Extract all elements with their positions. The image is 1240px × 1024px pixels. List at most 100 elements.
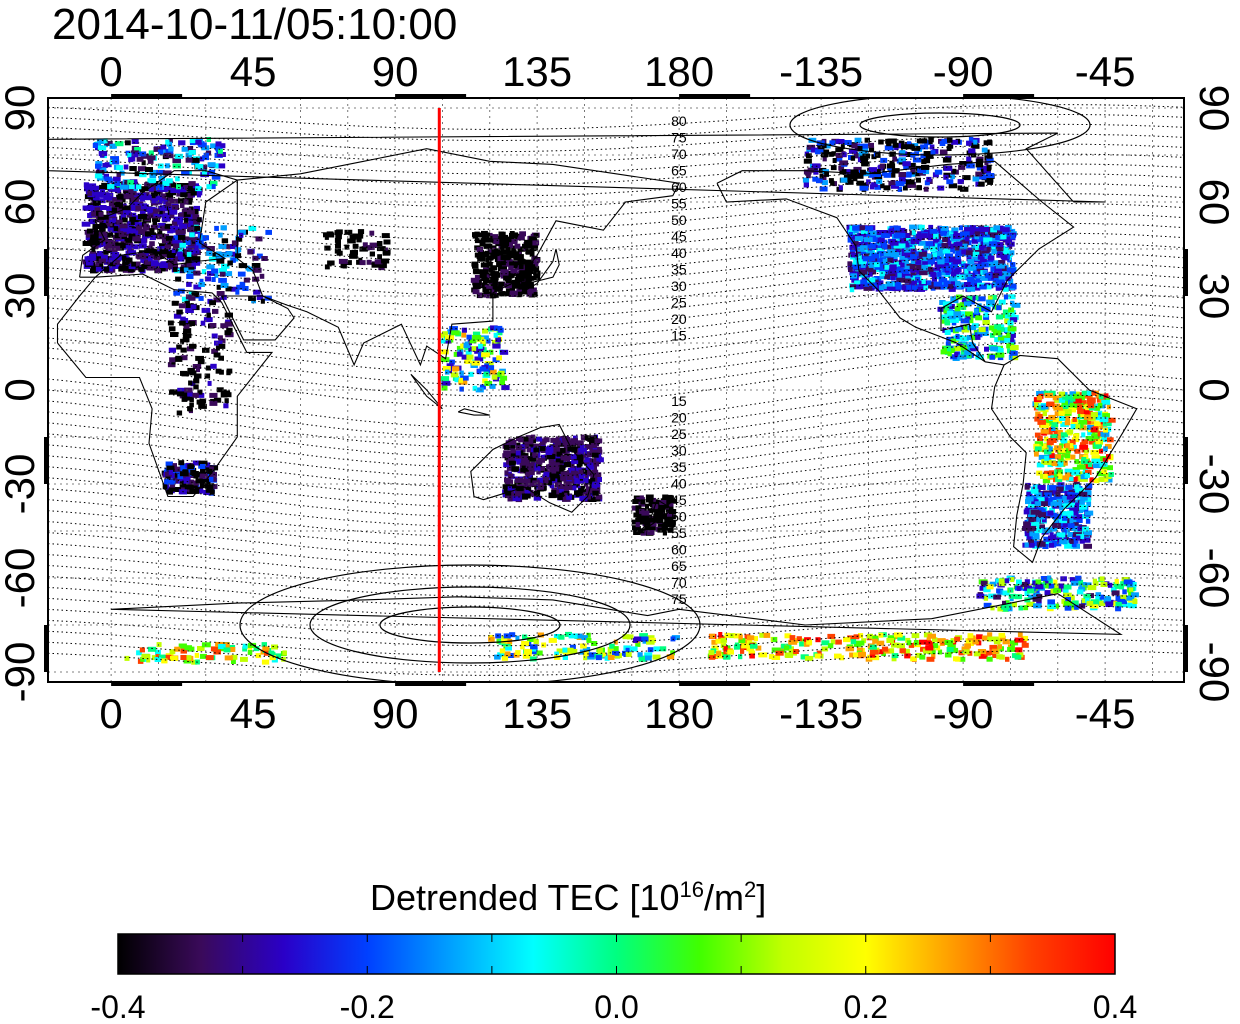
- tec-cell: [1011, 302, 1021, 308]
- tec-cell: [472, 289, 480, 295]
- tec-cell: [527, 465, 535, 471]
- tec-cell: [494, 286, 500, 292]
- tec-cell: [935, 264, 940, 270]
- tec-cell: [1102, 457, 1109, 463]
- tec-cell: [857, 259, 867, 265]
- tec-cell: [180, 655, 187, 660]
- tec-cell: [1049, 496, 1055, 502]
- tec-cell: [159, 263, 168, 268]
- tec-cell: [1002, 309, 1009, 315]
- tec-cell: [941, 314, 947, 320]
- tec-cell: [738, 638, 746, 644]
- tec-cell: [884, 264, 891, 270]
- tec-cell: [1067, 502, 1077, 508]
- tec-cell: [950, 338, 957, 344]
- tec-cell: [842, 152, 847, 158]
- tec-cell: [216, 387, 224, 393]
- tec-cell: [919, 639, 927, 645]
- tec-cell: [521, 259, 526, 265]
- tec-cell: [197, 389, 203, 395]
- tec-cell: [796, 636, 802, 642]
- tec-cell: [835, 639, 842, 645]
- tec-cell: [149, 173, 157, 178]
- tec-cell: [1087, 430, 1093, 436]
- tec-cell: [806, 639, 813, 645]
- tec-cell: [170, 198, 179, 204]
- tec-cell: [255, 236, 263, 242]
- tec-cell: [986, 299, 995, 305]
- tec-cell: [550, 447, 559, 453]
- tec-cell: [526, 637, 536, 642]
- tec-cell: [953, 233, 961, 239]
- tec-cell: [644, 652, 653, 658]
- tec-cell: [1064, 468, 1073, 474]
- tec-cell: [934, 284, 941, 290]
- tec-cell: [1059, 416, 1066, 421]
- tec-cell: [223, 647, 231, 653]
- tec-cell: [522, 634, 528, 640]
- tec-cell: [155, 195, 163, 201]
- tec-cell: [1091, 458, 1101, 464]
- tec-cell: [1051, 426, 1056, 431]
- tec-cell: [1078, 395, 1085, 401]
- tec-cell: [1007, 267, 1016, 273]
- tec-cell: [1054, 429, 1063, 435]
- tec-cell: [645, 497, 654, 503]
- tec-cell: [946, 240, 952, 246]
- tec-cell: [1006, 332, 1011, 338]
- tec-cell: [146, 657, 151, 663]
- tec-cell: [983, 237, 993, 243]
- tec-cell: [197, 646, 205, 651]
- tec-cell: [231, 257, 236, 263]
- tec-cell: [669, 498, 677, 504]
- tec-cell: [1042, 411, 1047, 417]
- tec-cell: [748, 650, 756, 656]
- tec-cell: [1056, 532, 1066, 538]
- tec-cell: [1040, 423, 1050, 429]
- tec-cell: [925, 263, 932, 269]
- tec-cell: [738, 634, 743, 640]
- tec-cell: [1131, 592, 1139, 598]
- tec-cell: [504, 254, 510, 260]
- tec-cell: [1104, 465, 1113, 471]
- tec-cell: [994, 229, 1003, 235]
- tec-cell: [207, 162, 216, 168]
- tec-cell: [106, 239, 114, 245]
- tec-cell: [153, 251, 160, 257]
- tec-cell: [468, 371, 474, 377]
- tec-cell: [532, 287, 537, 293]
- tec-cell: [869, 184, 875, 190]
- tec-cell: [122, 228, 132, 234]
- tec-cell: [192, 214, 200, 220]
- tec-cell: [237, 271, 246, 277]
- tec-cell: [1002, 271, 1011, 277]
- tec-cell: [908, 162, 916, 168]
- tec-cell: [195, 164, 204, 169]
- tec-cell: [510, 283, 519, 289]
- tec-cell: [352, 243, 359, 249]
- tec-cell: [97, 263, 104, 268]
- tec-cell: [521, 443, 530, 449]
- tec-cell: [224, 312, 233, 318]
- tec-cell: [501, 655, 509, 661]
- tec-cell: [507, 496, 513, 502]
- tec-cell: [881, 651, 886, 656]
- tec-cell: [930, 271, 936, 277]
- tec-cell: [1104, 596, 1112, 602]
- tec-cell: [513, 251, 520, 257]
- tec-cell: [520, 460, 526, 466]
- tec-cell: [1067, 523, 1075, 529]
- tec-cell: [622, 634, 630, 640]
- tec-cell: [995, 279, 1005, 285]
- tec-cell: [850, 169, 859, 175]
- tec-cell: [589, 449, 598, 455]
- tec-cell: [474, 238, 480, 244]
- tec-cell: [460, 343, 465, 349]
- tec-cell: [569, 644, 576, 650]
- tec-cell: [103, 266, 110, 272]
- tec-cell: [1007, 320, 1014, 326]
- tec-cell: [381, 258, 390, 264]
- tec-cell: [1024, 585, 1032, 591]
- tec-cell: [1046, 440, 1054, 446]
- tec-cell: [96, 217, 104, 223]
